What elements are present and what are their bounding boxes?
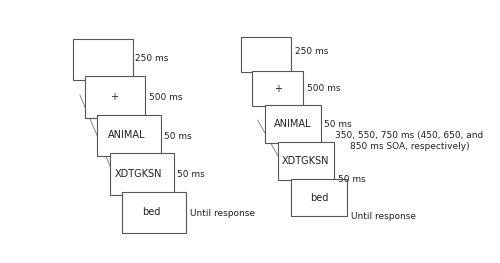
Text: 500 ms: 500 ms	[306, 84, 340, 93]
Text: 350, 550, 750 ms (450, 650, and
850 ms SOA, respectively): 350, 550, 750 ms (450, 650, and 850 ms S…	[336, 131, 484, 151]
Text: ANIMAL: ANIMAL	[274, 119, 312, 129]
Text: +: +	[274, 84, 281, 94]
Text: ANIMAL: ANIMAL	[108, 130, 145, 140]
Bar	[110, 153, 174, 195]
Bar	[291, 179, 348, 216]
Bar	[252, 71, 303, 107]
Text: Until response: Until response	[351, 212, 416, 221]
Text: 50 ms: 50 ms	[177, 170, 204, 179]
Text: bed: bed	[142, 208, 161, 218]
Bar	[122, 191, 186, 233]
Bar	[278, 142, 334, 180]
Text: 50 ms: 50 ms	[324, 120, 352, 129]
Bar	[85, 76, 145, 118]
Text: bed: bed	[310, 193, 328, 203]
Text: XDTGKSN: XDTGKSN	[115, 169, 162, 179]
Bar	[72, 39, 132, 80]
Text: 50 ms: 50 ms	[164, 132, 192, 141]
Bar	[98, 115, 162, 156]
Text: 50 ms: 50 ms	[338, 175, 366, 184]
Text: XDTGKSN: XDTGKSN	[282, 156, 330, 166]
Text: 500 ms: 500 ms	[148, 93, 182, 102]
Bar	[265, 105, 321, 143]
Text: 250 ms: 250 ms	[295, 47, 328, 56]
Text: +: +	[110, 92, 118, 102]
Bar	[241, 37, 291, 72]
Text: Until response: Until response	[190, 209, 254, 218]
Text: 250 ms: 250 ms	[136, 54, 168, 63]
